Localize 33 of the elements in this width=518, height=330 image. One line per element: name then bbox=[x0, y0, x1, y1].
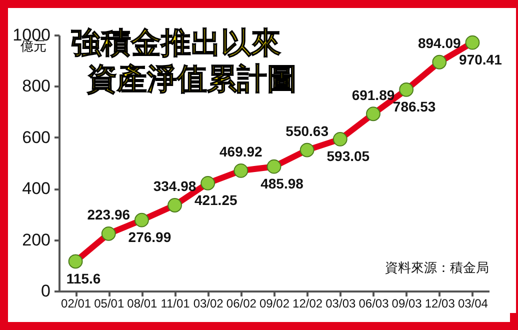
data-label: 421.25 bbox=[194, 192, 238, 208]
data-label: 223.96 bbox=[87, 206, 130, 223]
data-label: 550.63 bbox=[286, 123, 329, 140]
x-tick-label: 02/01 bbox=[61, 296, 92, 310]
data-label: 115.6 bbox=[66, 270, 101, 286]
x-tick-label: 09/02 bbox=[259, 296, 290, 310]
x-tick-label: 09/03 bbox=[392, 296, 422, 310]
x-tick-label: 06/03 bbox=[358, 296, 390, 310]
data-label: 593.05 bbox=[326, 148, 370, 164]
data-label: 485.98 bbox=[260, 176, 304, 192]
y-tick-label: 400 bbox=[22, 179, 50, 198]
x-tick-label: 03/02 bbox=[193, 296, 224, 310]
data-label: 894.09 bbox=[418, 35, 462, 52]
annotation: 資料來源：積金局 bbox=[385, 260, 489, 275]
y-tick-label: 0 bbox=[41, 282, 50, 300]
data-label: 334.98 bbox=[153, 178, 196, 194]
x-tick-label: 03/03 bbox=[326, 296, 356, 310]
x-tick-label: 12/02 bbox=[292, 296, 323, 310]
x-tick-label: 12/03 bbox=[424, 296, 456, 310]
x-tick-label: 08/01 bbox=[127, 296, 158, 310]
x-tick-label: 05/01 bbox=[94, 296, 124, 310]
data-label: 970.41 bbox=[459, 52, 502, 68]
data-label: 786.53 bbox=[392, 98, 436, 115]
x-tick-label: 06/02 bbox=[226, 296, 257, 310]
y-tick-label: 200 bbox=[22, 230, 50, 250]
chart-title: 強積金推出以來資產淨值累計圖 bbox=[71, 27, 297, 96]
data-label: 276.99 bbox=[128, 229, 172, 246]
data-label: 469.92 bbox=[220, 144, 263, 160]
y-tick-label: 800 bbox=[22, 76, 50, 96]
data-label: 691.89 bbox=[352, 86, 395, 103]
x-tick-label: 03/04 bbox=[458, 296, 488, 310]
x-tick-label: 11/01 bbox=[160, 296, 190, 310]
y-tick-label: 600 bbox=[22, 128, 50, 147]
